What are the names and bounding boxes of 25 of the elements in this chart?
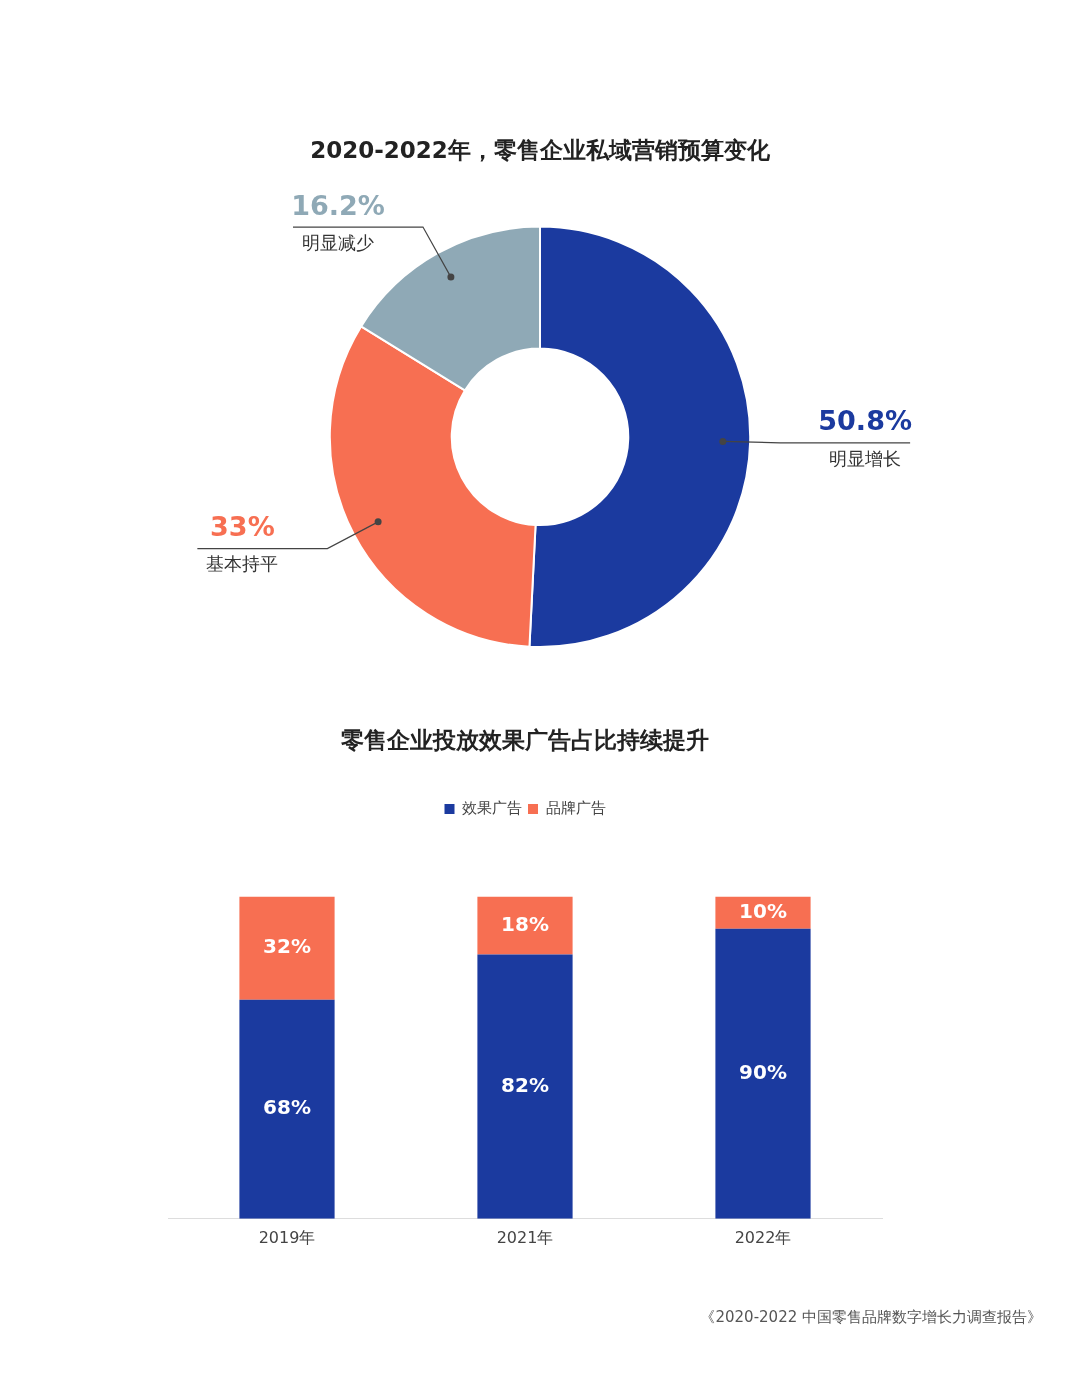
slice-label: 基本持平	[206, 553, 279, 575]
bar	[239, 999, 335, 1219]
data-label: 50.8%	[818, 405, 912, 437]
bar	[477, 896, 573, 955]
legend-label: 品牌广告	[545, 798, 606, 817]
slice-label: 明显增长	[829, 447, 902, 469]
chart-title: 2020-2022年，零售企业私域营销预算变化	[310, 136, 771, 163]
data-label: 16.2%	[291, 189, 385, 221]
bar	[239, 896, 335, 1000]
bar	[715, 928, 811, 1219]
data-label: 33%	[210, 511, 275, 543]
data-label: 82%	[501, 1072, 549, 1097]
x-tick-label: 2022年	[734, 1227, 792, 1247]
data-label: 32%	[263, 934, 311, 959]
legend-label: 效果广告	[462, 798, 522, 817]
text: 《2020-2022 中国零售品牌数字增长力调查报告》	[699, 1308, 1043, 1327]
data-label: 10%	[739, 898, 787, 923]
x-tick-label: 2021年	[496, 1227, 554, 1247]
data-label: 68%	[263, 1095, 311, 1120]
bar	[477, 954, 573, 1219]
x-tick-label: 2019年	[258, 1227, 316, 1247]
data-label: 90%	[739, 1060, 787, 1085]
data-label: 18%	[501, 911, 549, 936]
slice-label: 明显减少	[301, 231, 374, 253]
chart-title: 零售企业投放效果广告占比持续提升	[341, 726, 709, 753]
